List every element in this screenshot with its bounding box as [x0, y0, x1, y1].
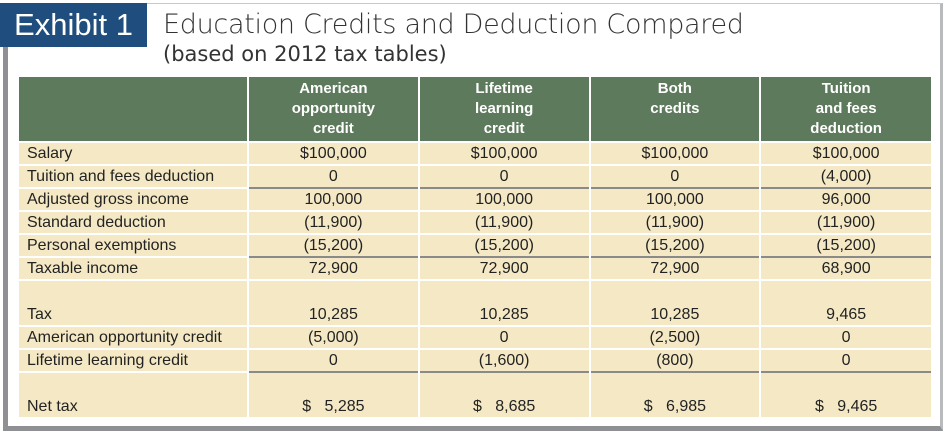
column-header: Lifetime learning credit — [417, 77, 590, 142]
cell-value: 100,000 — [247, 187, 419, 211]
row-label: Lifetime learning credit — [19, 348, 248, 372]
column-header-line: Lifetime — [475, 80, 533, 97]
cell-value: 0 — [417, 325, 590, 349]
column-header: Tuition and fees deduction — [759, 77, 931, 142]
row-label: Personal exemptions — [19, 233, 248, 257]
row-label: Tax — [19, 279, 248, 326]
cell-value: $ 9,465 — [759, 371, 931, 417]
cell-value: (15,200) — [417, 233, 590, 257]
cell-value: $ 8,685 — [417, 371, 590, 417]
cell-value: 0 — [247, 348, 419, 372]
cell-value: 72,900 — [247, 256, 419, 280]
cell-value: $100,000 — [588, 141, 761, 165]
table-row: American opportunity credit (5,000) 0 (2,50… — [19, 325, 931, 349]
cell-value: 0 — [759, 348, 931, 372]
column-header-line: opportunity — [291, 100, 376, 117]
column-header-line: and fees — [815, 100, 877, 117]
cell-value: 10,285 — [247, 279, 419, 326]
cell-value: 10,285 — [588, 279, 761, 326]
row-label: Standard deduction — [19, 210, 248, 234]
exhibit-title: Education Credits and Deduction Compared — [163, 9, 744, 40]
cell-value: (11,900) — [247, 210, 419, 234]
cell-value: (15,200) — [247, 233, 419, 257]
column-header-line: credit — [312, 120, 354, 137]
cell-value: 0 — [759, 325, 931, 349]
cell-value: 72,900 — [588, 256, 761, 280]
cell-value: $ 5,285 — [247, 371, 419, 417]
column-header-line: credit — [483, 120, 525, 137]
cell-value: 100,000 — [417, 187, 590, 211]
table-header-row: American opportunity credit Lifetime learnin… — [19, 77, 931, 142]
cell-value: (11,900) — [759, 210, 931, 234]
table-row: Standard deduction (11,900) (11,900) (11,90… — [19, 210, 931, 234]
cell-value: (1,600) — [417, 348, 590, 372]
table-row: Net tax $ 5,285 $ 8,685 $ 6,985 $ 9,465 — [19, 371, 931, 417]
cell-value: (800) — [588, 348, 761, 372]
cell-value: $100,000 — [247, 141, 419, 165]
row-label: Tuition and fees deduction — [19, 164, 248, 188]
row-label: American opportunity credit — [19, 325, 248, 349]
cell-value: 10,285 — [417, 279, 590, 326]
column-header-line: learning — [474, 100, 534, 117]
column-header: Both credits — [588, 77, 761, 142]
table-row: Tuition and fees deduction 0 0 0 (4,000) — [19, 164, 931, 188]
table-row: Taxable income 72,900 72,900 72,900 68,900 — [19, 256, 931, 280]
cell-value: 0 — [588, 164, 761, 188]
header-blank — [19, 77, 248, 142]
cell-value: (15,200) — [759, 233, 931, 257]
cell-value: 72,900 — [417, 256, 590, 280]
cell-value: $100,000 — [759, 141, 931, 165]
exhibit-subtitle: (based on 2012 tax tables) — [163, 42, 447, 66]
table-row: Salary $100,000 $100,000 $100,000 $100,000 — [19, 141, 931, 165]
comparison-table: American opportunity credit Lifetime learnin… — [19, 77, 931, 417]
cell-value: (4,000) — [759, 164, 931, 188]
cell-value: (11,900) — [417, 210, 590, 234]
row-label: Salary — [19, 141, 248, 165]
cell-value: 0 — [417, 164, 590, 188]
cell-value: (11,900) — [588, 210, 761, 234]
row-label: Adjusted gross income — [19, 187, 248, 211]
cell-value: 68,900 — [759, 256, 931, 280]
cell-value: $100,000 — [417, 141, 590, 165]
cell-value: (15,200) — [588, 233, 761, 257]
cell-value: 9,465 — [759, 279, 931, 326]
cell-value: (2,500) — [588, 325, 761, 349]
column-header-line: American — [299, 80, 368, 97]
exhibit-frame — [3, 3, 943, 431]
column-header-line: deduction — [810, 120, 882, 137]
table-row: Lifetime learning credit 0 (1,600) (800) 0 — [19, 348, 931, 372]
row-label: Taxable income — [19, 256, 248, 280]
column-header-line: Tuition — [821, 80, 871, 97]
cell-value: 0 — [247, 164, 419, 188]
table-row: Personal exemptions (15,200) (15,200) (15,2… — [19, 233, 931, 257]
cell-value: 100,000 — [588, 187, 761, 211]
cell-value: (5,000) — [247, 325, 419, 349]
cell-value: $ 6,985 — [588, 371, 761, 417]
cell-value: 96,000 — [759, 187, 931, 211]
exhibit-label: Exhibit 1 — [0, 3, 147, 47]
row-label: Net tax — [19, 371, 248, 417]
table-row: Tax 10,285 10,285 10,285 9,465 — [19, 279, 931, 326]
column-header-line: credits — [650, 100, 700, 117]
column-header: American opportunity credit — [247, 77, 419, 142]
column-header-line: Both — [657, 80, 692, 97]
table-row: Adjusted gross income 100,000 100,000 100,0… — [19, 187, 931, 211]
